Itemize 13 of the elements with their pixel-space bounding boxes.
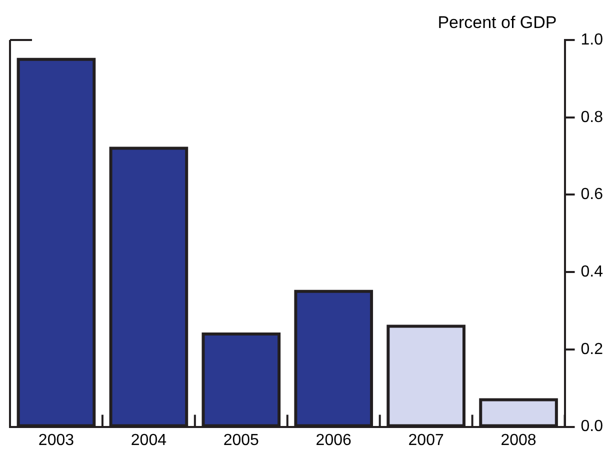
y-tick-label: 0.8 xyxy=(580,108,604,126)
y-tick-label: 0.6 xyxy=(580,186,604,204)
y-tick-label: 0.0 xyxy=(580,418,604,436)
x-tick-label: 2008 xyxy=(500,432,536,449)
x-tick-label: 2005 xyxy=(223,432,260,449)
x-tick-label: 2006 xyxy=(316,432,352,449)
y-tick-label: 1.0 xyxy=(580,31,604,48)
x-tick-label: 2007 xyxy=(408,432,444,449)
y-axis-title: Percent of GDP xyxy=(438,13,557,32)
x-tick-label: 2004 xyxy=(130,432,167,449)
x-tick-label: 2003 xyxy=(38,432,74,449)
y-tick-label: 0.2 xyxy=(580,340,604,358)
y-tick-label: 0.4 xyxy=(580,263,604,280)
